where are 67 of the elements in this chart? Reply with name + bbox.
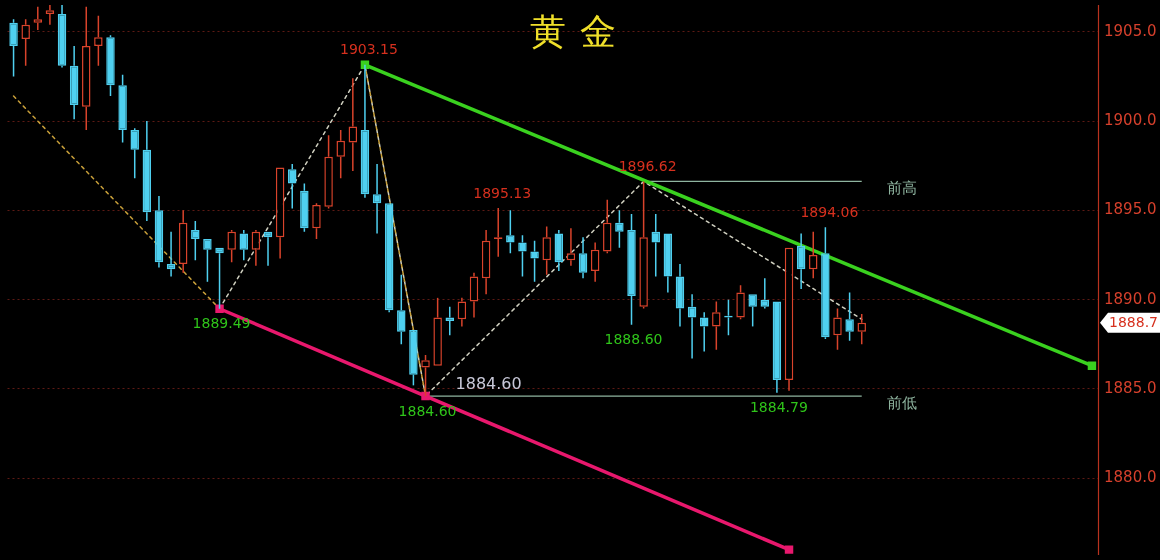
- candlestick: [821, 226, 830, 340]
- annotation: 1884.60: [398, 402, 457, 419]
- y-tick-label: 1880.0: [1104, 468, 1157, 487]
- candlestick: [542, 225, 551, 276]
- y-tick-label: 1905.0: [1104, 21, 1157, 40]
- chart-title: 黄金: [530, 11, 630, 52]
- annotation: 1894.06: [800, 203, 859, 220]
- annotation: 1896.62: [618, 158, 677, 175]
- annotation: 1884.60: [455, 374, 522, 394]
- candlestick: [142, 120, 152, 222]
- annotation: 1888.60: [604, 331, 663, 348]
- candlestick: [699, 311, 709, 353]
- annotation: 1889.49: [192, 315, 251, 332]
- candlestick: [166, 231, 176, 278]
- y-tick-label: 1900.0: [1104, 110, 1157, 129]
- candlestick: [603, 198, 612, 254]
- candlestick: [372, 163, 382, 235]
- point: [421, 391, 430, 401]
- annotation: 1884.79: [749, 399, 808, 416]
- candlestick: [578, 236, 588, 279]
- candlestick: [57, 4, 67, 69]
- candlestick: [566, 227, 576, 267]
- candlestick: [154, 195, 164, 269]
- ref-line-label: 前高: [886, 179, 917, 198]
- text: 1888.7: [1109, 314, 1158, 331]
- candlestick: [469, 272, 479, 319]
- candlestick: [554, 229, 564, 272]
- candlestick: [118, 73, 127, 144]
- candlestick: [384, 203, 394, 313]
- y-tick-label: 1890.0: [1104, 289, 1157, 308]
- candlestick: [639, 180, 648, 310]
- candlestick: [336, 129, 345, 179]
- ref-line-label: 前低: [886, 393, 917, 412]
- candlestick: [651, 213, 660, 278]
- candlestick: [518, 234, 527, 278]
- candlestick: [69, 45, 79, 121]
- annotation: 1895.13: [473, 184, 532, 201]
- candlestick: [239, 229, 249, 262]
- candlestick: [433, 297, 442, 366]
- candlestick: [760, 277, 770, 310]
- candlestick: [615, 209, 624, 249]
- annotation: 1903.15: [339, 41, 398, 58]
- candlestick: [772, 301, 782, 394]
- candlestick: [796, 232, 806, 290]
- candlestick: [481, 229, 491, 296]
- candlestick: [675, 263, 685, 328]
- candlestick: [263, 231, 273, 267]
- y-tick-label: 1895.0: [1104, 200, 1157, 219]
- candlestick: [9, 18, 18, 78]
- candlestick: [784, 247, 794, 392]
- candlestick: [251, 229, 261, 267]
- candlestick: [627, 213, 636, 326]
- candlestick: [215, 247, 224, 310]
- candlestick: [663, 233, 673, 294]
- point: [1087, 361, 1097, 370]
- point: [784, 545, 794, 554]
- candlestick: [348, 77, 358, 172]
- candlestick: [324, 134, 333, 210]
- candlestick: [457, 297, 467, 328]
- candlestick: [445, 306, 454, 337]
- candlestick: [590, 241, 600, 283]
- candlestick: [833, 307, 842, 351]
- y-tick-label: 1885.0: [1104, 378, 1157, 397]
- candlestick: [203, 238, 212, 283]
- candlestick: [178, 209, 188, 274]
- candlestick: [687, 293, 697, 360]
- candlestick: [82, 6, 91, 131]
